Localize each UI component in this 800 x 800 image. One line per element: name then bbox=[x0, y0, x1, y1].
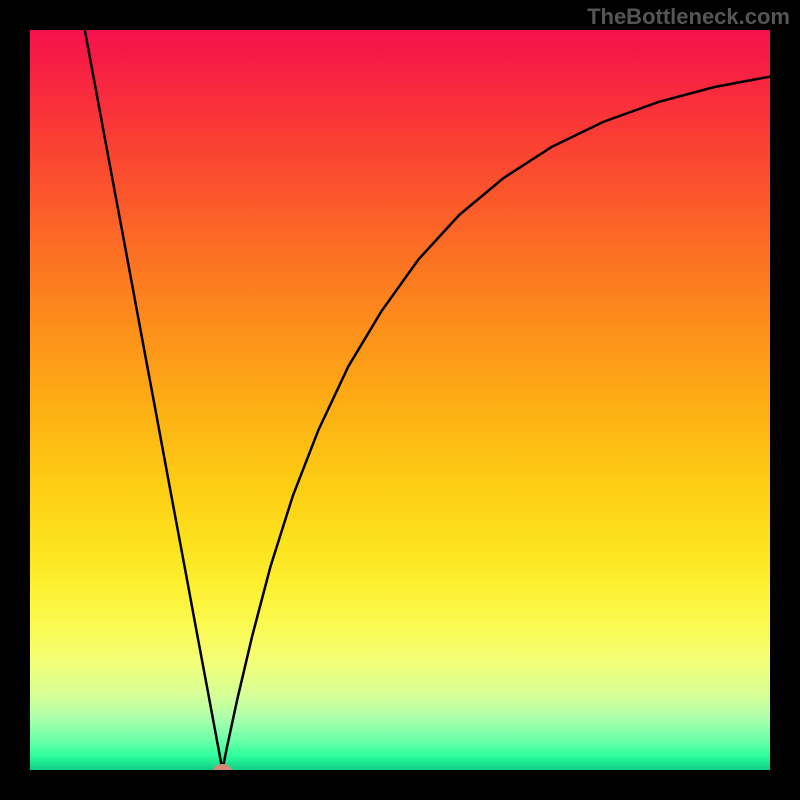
gradient-background bbox=[30, 30, 770, 770]
chart-container: TheBottleneck.com bbox=[0, 0, 800, 800]
watermark-text: TheBottleneck.com bbox=[587, 4, 790, 30]
plot-area bbox=[30, 30, 770, 770]
chart-svg bbox=[30, 30, 770, 770]
